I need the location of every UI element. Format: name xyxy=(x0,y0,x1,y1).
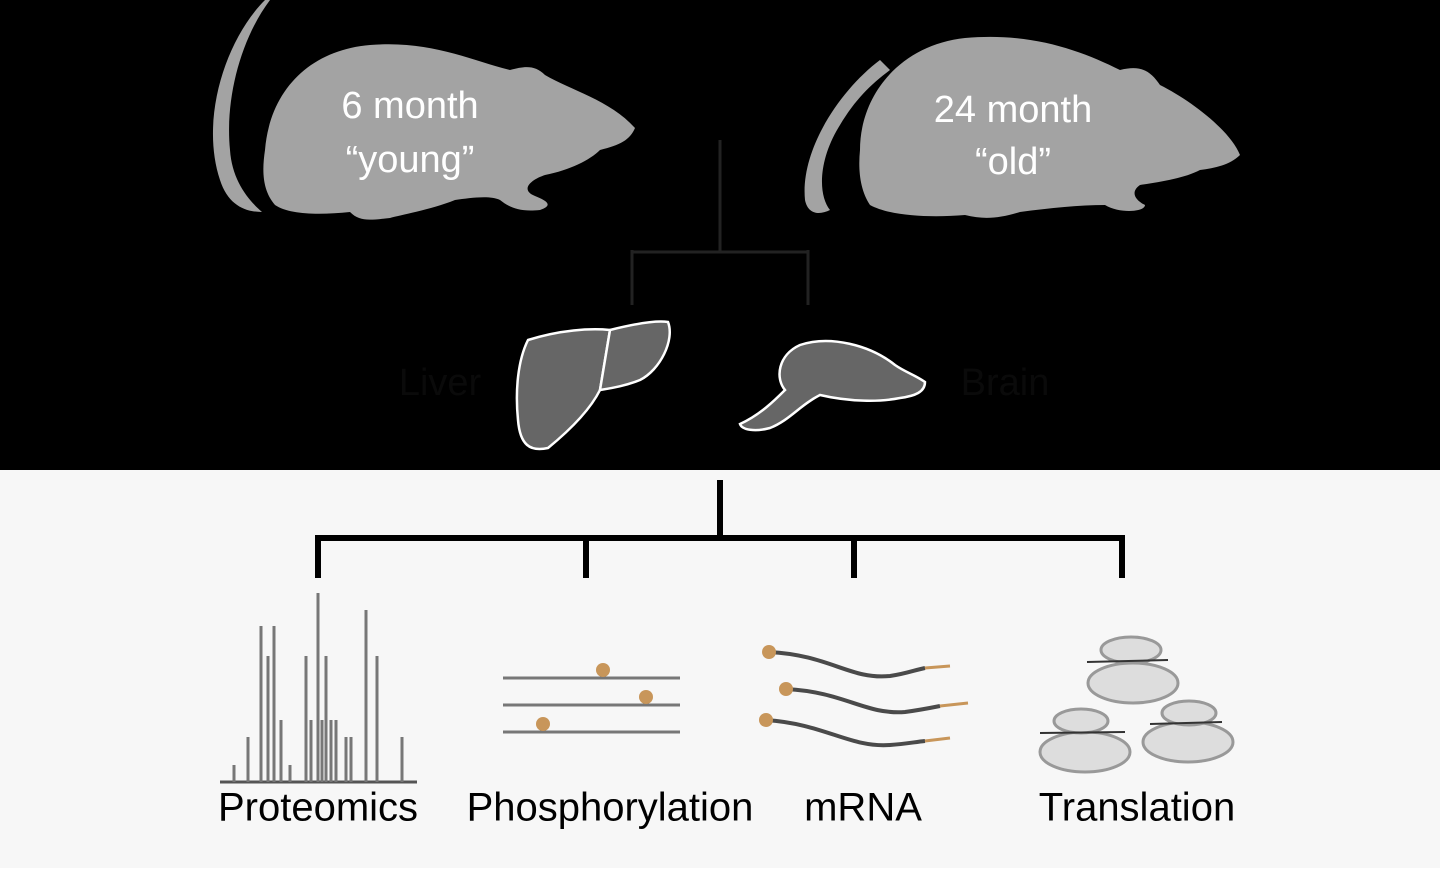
translation-icon xyxy=(1038,635,1235,774)
liver-icon xyxy=(515,320,671,451)
method-tree xyxy=(315,480,1125,578)
old-rat xyxy=(804,36,1240,218)
method-label: Phosphorylation xyxy=(467,786,754,830)
brain-icon xyxy=(738,339,927,432)
group-label: “young” xyxy=(346,139,475,181)
method-label: Proteomics xyxy=(218,786,418,830)
group-label: 24 month xyxy=(934,89,1092,131)
phosphorylation-icon xyxy=(503,663,680,734)
proteomics-icon xyxy=(220,593,417,784)
group-label: 6 month xyxy=(341,85,478,127)
mrna-icon xyxy=(759,645,969,748)
group-label: “old” xyxy=(975,141,1051,183)
organ-tree xyxy=(630,140,810,305)
young-rat xyxy=(212,0,635,220)
organ-label: Brain xyxy=(961,362,1050,404)
method-label: Translation xyxy=(1039,786,1235,830)
organ-label: Liver xyxy=(399,362,482,404)
method-label: mRNA xyxy=(804,786,922,830)
